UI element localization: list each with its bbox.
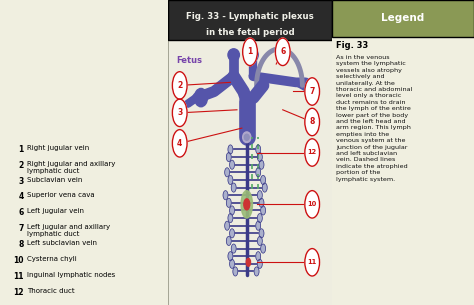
Circle shape (228, 145, 233, 153)
Ellipse shape (194, 88, 208, 107)
Circle shape (233, 267, 237, 275)
Circle shape (228, 214, 233, 222)
Text: Subclavian vein: Subclavian vein (27, 177, 82, 183)
Circle shape (261, 245, 265, 253)
Text: Legend: Legend (381, 13, 425, 23)
Circle shape (275, 38, 290, 66)
Text: 1: 1 (247, 47, 253, 56)
Text: 6: 6 (18, 208, 24, 217)
Text: Right jugular and axillary
lymphatic duct: Right jugular and axillary lymphatic duc… (27, 161, 115, 174)
Ellipse shape (244, 134, 249, 140)
Text: As in the venous
system the lymphatic
vessels also atrophy
selectively and
unila: As in the venous system the lymphatic ve… (336, 55, 412, 181)
Circle shape (223, 191, 228, 199)
Circle shape (305, 191, 319, 218)
Text: 7: 7 (18, 224, 24, 233)
Text: 12: 12 (308, 149, 317, 156)
Circle shape (258, 191, 262, 199)
Circle shape (258, 153, 262, 161)
Circle shape (230, 161, 234, 169)
Text: 4: 4 (177, 139, 182, 148)
Circle shape (246, 258, 251, 266)
Text: Left jugular and axillary
lymphatic duct: Left jugular and axillary lymphatic duct (27, 224, 110, 237)
Text: 6: 6 (280, 47, 285, 56)
Text: 10: 10 (308, 201, 317, 207)
Circle shape (305, 108, 319, 136)
Circle shape (256, 145, 260, 153)
Circle shape (227, 199, 231, 207)
Circle shape (230, 229, 234, 237)
Circle shape (244, 199, 250, 210)
Text: 1: 1 (18, 145, 24, 154)
Circle shape (305, 249, 319, 276)
Circle shape (263, 184, 267, 192)
Circle shape (256, 168, 260, 176)
Text: 11: 11 (308, 259, 317, 265)
Text: 11: 11 (13, 272, 24, 281)
Circle shape (228, 176, 233, 184)
Circle shape (255, 267, 259, 275)
Text: 8: 8 (18, 240, 24, 249)
Circle shape (173, 72, 187, 99)
Circle shape (256, 252, 260, 260)
Text: Right jugular vein: Right jugular vein (27, 145, 89, 151)
Text: Cysterna chyli: Cysterna chyli (27, 256, 77, 262)
Text: Thoracic duct: Thoracic duct (27, 288, 74, 294)
Text: 3: 3 (18, 177, 24, 186)
Circle shape (228, 252, 233, 260)
Text: Fig. 33: Fig. 33 (336, 41, 368, 50)
FancyBboxPatch shape (168, 0, 332, 40)
FancyBboxPatch shape (332, 0, 474, 37)
Text: Left subclavian vein: Left subclavian vein (27, 240, 97, 246)
Circle shape (261, 206, 265, 214)
Circle shape (258, 237, 262, 245)
Text: 3: 3 (177, 108, 182, 117)
Circle shape (305, 139, 319, 166)
Circle shape (230, 206, 234, 214)
Circle shape (259, 199, 264, 207)
Circle shape (173, 130, 187, 157)
Circle shape (259, 161, 264, 169)
Circle shape (230, 260, 234, 268)
Circle shape (258, 214, 262, 222)
Ellipse shape (241, 191, 253, 218)
Text: in the fetal period: in the fetal period (206, 27, 294, 37)
Text: 2: 2 (18, 161, 24, 170)
Circle shape (227, 237, 231, 245)
Text: 8: 8 (310, 117, 315, 127)
Circle shape (232, 184, 236, 192)
Circle shape (232, 245, 236, 253)
Ellipse shape (243, 132, 251, 142)
Text: Inguinal lymphatic nodes: Inguinal lymphatic nodes (27, 272, 115, 278)
Circle shape (225, 222, 229, 230)
Text: Fetus: Fetus (176, 56, 202, 66)
Circle shape (305, 78, 319, 105)
Circle shape (256, 222, 260, 230)
Circle shape (243, 38, 257, 66)
FancyBboxPatch shape (168, 40, 332, 305)
Text: Left jugular vein: Left jugular vein (27, 208, 84, 214)
Circle shape (225, 168, 229, 176)
Text: 12: 12 (13, 288, 24, 297)
Text: 4: 4 (18, 192, 24, 202)
Circle shape (261, 176, 265, 184)
Text: Fig. 33 - Lymphatic plexus: Fig. 33 - Lymphatic plexus (186, 12, 314, 21)
Text: 7: 7 (310, 87, 315, 96)
Text: Superior vena cava: Superior vena cava (27, 192, 94, 199)
Circle shape (227, 153, 231, 161)
Ellipse shape (248, 49, 258, 61)
Text: 2: 2 (177, 81, 182, 90)
Text: 10: 10 (13, 256, 24, 265)
Circle shape (259, 229, 264, 237)
Circle shape (173, 99, 187, 127)
Ellipse shape (228, 49, 239, 61)
Circle shape (258, 260, 262, 268)
